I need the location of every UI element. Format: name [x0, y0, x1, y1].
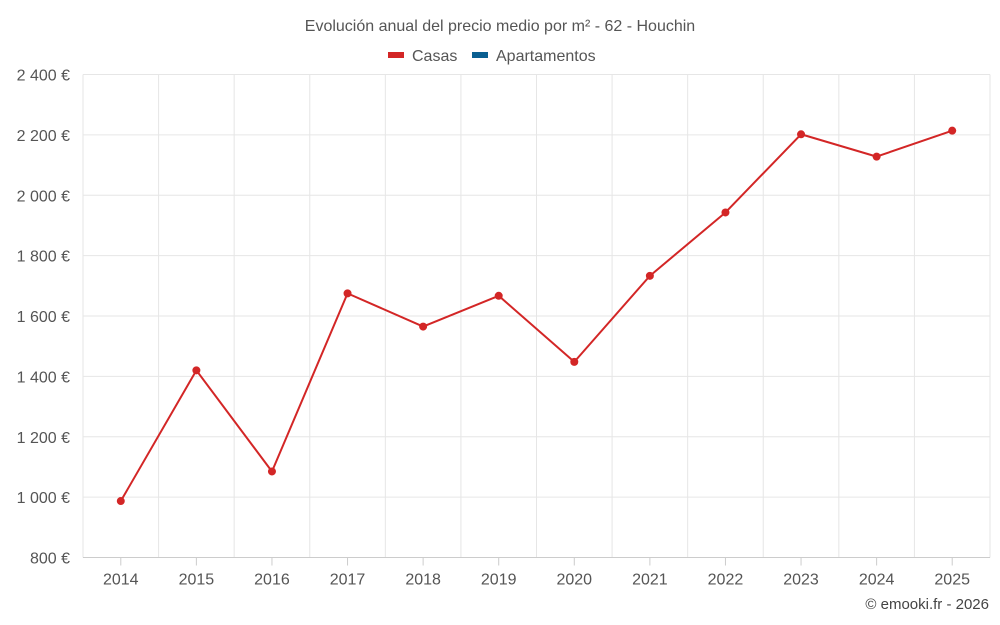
x-tick-label: 2025 — [934, 572, 970, 589]
legend-swatch-apartamentos — [472, 52, 488, 58]
x-tick-label: 2014 — [103, 572, 139, 589]
x-tick-label: 2021 — [632, 572, 668, 589]
data-point-casas-2024[interactable] — [872, 152, 881, 161]
series-casas — [116, 126, 957, 506]
data-point-casas-2021[interactable] — [645, 271, 654, 280]
legend-item-apartamentos[interactable]: Apartamentos — [472, 48, 596, 65]
x-tick-label: 2020 — [556, 572, 592, 589]
y-tick-label: 1 400 € — [17, 369, 70, 386]
x-tick-label: 2022 — [708, 572, 744, 589]
data-point-casas-2020[interactable] — [570, 357, 579, 366]
x-gridlines — [82, 74, 991, 558]
data-point-casas-2016[interactable] — [267, 467, 276, 476]
legend-item-casas[interactable]: Casas — [388, 48, 457, 65]
y-tick-label: 1 800 € — [17, 249, 70, 266]
x-tick-label: 2015 — [179, 572, 215, 589]
y-tick-label: 2 400 € — [17, 68, 70, 85]
y-axis-labels: 800 € 1 000 € 1 200 € 1 400 € 1 600 € 1 800 €… — [17, 68, 70, 568]
y-tick-label: 1 200 € — [17, 430, 70, 447]
x-tick-label: 2017 — [330, 572, 366, 589]
x-tick-label: 2024 — [859, 572, 895, 589]
x-axis-labels: 2014 2015 2016 2017 2018 2019 2020 2021 2022 2023… — [103, 557, 970, 589]
legend-label-apartamentos: Apartamentos — [496, 48, 596, 65]
x-tick-label: 2016 — [254, 572, 290, 589]
data-point-casas-2022[interactable] — [721, 208, 730, 217]
y-tick-label: 1 600 € — [17, 309, 70, 326]
chart-title: Evolución anual del precio medio por m² … — [305, 18, 695, 35]
legend-label-casas: Casas — [412, 48, 457, 65]
data-point-casas-2019[interactable] — [494, 291, 503, 300]
data-point-casas-2017[interactable] — [343, 289, 352, 298]
legend: Casas Apartamentos — [388, 48, 596, 65]
legend-swatch-casas — [388, 52, 404, 58]
series-line-casas — [119, 129, 953, 502]
data-point-casas-2025[interactable] — [948, 126, 957, 135]
y-tick-label: 800 € — [30, 551, 70, 568]
data-point-casas-2023[interactable] — [797, 130, 806, 139]
data-point-casas-2018[interactable] — [419, 322, 428, 331]
y-tick-label: 1 000 € — [17, 490, 70, 507]
y-tick-label: 2 000 € — [17, 188, 70, 205]
x-tick-label: 2019 — [481, 572, 517, 589]
data-point-casas-2014[interactable] — [116, 497, 125, 506]
credit-text: © emooki.fr - 2026 — [865, 596, 989, 613]
x-tick-label: 2023 — [783, 572, 819, 589]
y-tick-label: 2 200 € — [17, 128, 70, 145]
x-tick-label: 2018 — [405, 572, 441, 589]
data-point-casas-2015[interactable] — [192, 366, 201, 375]
